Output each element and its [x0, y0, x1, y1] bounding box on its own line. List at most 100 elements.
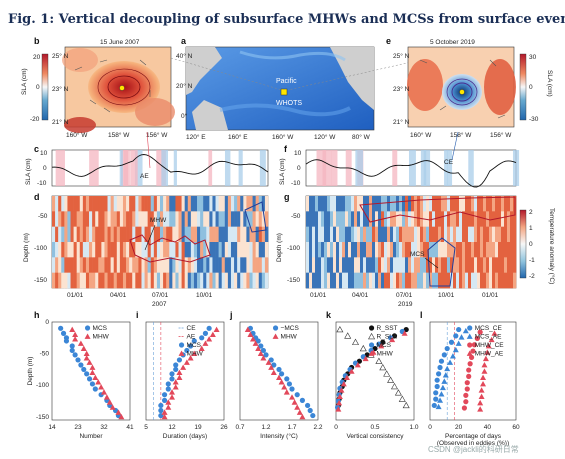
cbar-g-title: Temperature anomaly (°C) — [548, 208, 556, 284]
data-point-mhw — [83, 355, 90, 361]
heatmap-cell — [357, 242, 361, 258]
heatmap-cell — [95, 272, 99, 289]
heatmap-cell — [85, 211, 90, 227]
heatmap-cell — [237, 257, 241, 273]
data-point-mcs-ae — [452, 346, 459, 353]
panel-g-label: g — [284, 192, 290, 202]
panel-g-ytick-2: -150 — [287, 277, 300, 284]
eddy-band — [447, 150, 453, 186]
heatmap-cell — [363, 196, 367, 212]
heatmap-cell — [465, 272, 469, 289]
heatmap-cell — [423, 242, 427, 258]
heatmap-cell — [474, 272, 478, 289]
heatmap-cell — [200, 272, 204, 289]
heatmap-cell — [58, 242, 62, 258]
panel-g-xtick-2: 07/01 — [396, 292, 413, 299]
panel-j: j 0.7 1.2 1.7 2.2 Intensity (°C) −MCS MHW — [229, 310, 323, 440]
data-point-mcs — [169, 376, 175, 382]
heatmap-cell — [345, 242, 349, 258]
heatmap-cell — [169, 211, 173, 227]
heatmap-cell — [178, 196, 182, 212]
heatmap-cell — [230, 257, 235, 273]
heatmap-cell — [507, 211, 511, 227]
panel-i-label: i — [136, 310, 139, 320]
heatmap-cell — [402, 242, 406, 258]
heatmap-cell — [67, 196, 71, 212]
heatmap-cell — [477, 196, 481, 212]
eddy-band — [331, 150, 338, 186]
heatmap-cell — [178, 226, 182, 243]
eddy-band — [512, 150, 520, 186]
heatmap-cell — [513, 272, 517, 289]
heatmap-cell — [504, 272, 508, 289]
eddy-band — [408, 150, 416, 186]
heatmap-cell — [227, 257, 232, 273]
heatmap-cell — [333, 211, 337, 227]
heatmap-cell — [315, 226, 319, 243]
heatmap-cell — [178, 242, 182, 258]
heatmap-cell — [138, 211, 142, 227]
heatmap-cell — [73, 196, 77, 212]
heatmap-cell — [98, 242, 102, 258]
heatmap-cell — [390, 211, 394, 227]
heatmap-cell — [126, 226, 130, 243]
heatmap-cell — [462, 211, 466, 227]
heatmap-cell — [336, 242, 340, 258]
data-point-mhw — [389, 336, 396, 343]
heatmap-cell — [119, 272, 124, 289]
heatmap-cell — [58, 211, 62, 227]
heatmap-cell — [354, 196, 358, 212]
heatmap-cell — [384, 272, 388, 289]
panel-h-xlabel: Number — [79, 433, 103, 440]
heatmap-cell — [122, 272, 127, 289]
heatmap-cell — [206, 196, 210, 212]
heatmap-cell — [387, 196, 391, 212]
heatmap-cell — [234, 272, 238, 289]
data-point-mhw — [294, 404, 301, 410]
data-point-r-sla — [344, 332, 352, 339]
heatmap-cell — [342, 196, 346, 212]
heatmap-cell — [101, 257, 105, 273]
heatmap-cell — [147, 257, 152, 273]
heatmap-cell — [417, 226, 421, 243]
heatmap-cell — [348, 242, 352, 258]
sla-timeseries-2007 — [51, 154, 269, 177]
heatmap-cell — [178, 211, 182, 227]
heatmap-cell — [116, 226, 121, 243]
heatmap-cell — [360, 257, 364, 273]
heatmap-cell — [119, 226, 124, 243]
heatmap-cell — [85, 226, 90, 243]
panel-k-legend-item: R_SST — [377, 325, 398, 332]
heatmap-cell — [175, 226, 179, 243]
data-point-mhw — [378, 343, 385, 349]
heatmap-cell — [342, 272, 346, 289]
heatmap-cell — [141, 226, 145, 243]
heatmap-cell — [261, 211, 266, 227]
heatmap-cell — [175, 211, 179, 227]
heatmap-cell — [327, 257, 331, 273]
heatmap-cell — [453, 226, 457, 243]
heatmap-cell — [312, 211, 316, 227]
heatmap-cell — [462, 196, 466, 212]
panel-k-legend-item: MCS — [377, 342, 392, 349]
heatmap-cell — [315, 272, 319, 289]
heatmap-cell — [166, 196, 170, 212]
panel-i-legend-item: MCS — [187, 342, 202, 349]
heatmap-cell — [92, 211, 96, 227]
heatmap-cell — [144, 272, 148, 289]
data-point-mcs-ae — [442, 372, 449, 378]
heatmap-cell — [492, 257, 496, 273]
heatmap-cell — [89, 272, 93, 289]
data-point-mcs-ce — [434, 383, 440, 390]
heatmap-cell — [166, 226, 170, 243]
heatmap-cell — [175, 196, 179, 212]
panel-a-lon-4: 80° W — [352, 133, 371, 141]
heatmap-cell — [390, 242, 394, 258]
heatmap-cell — [381, 226, 385, 243]
heatmap-cell — [483, 242, 487, 258]
heatmap-cell — [399, 257, 403, 273]
heatmap-cell — [492, 242, 496, 258]
panel-j-xtick: 2.2 — [313, 424, 322, 431]
data-point-mcs — [161, 397, 168, 403]
data-point--mcs — [305, 402, 311, 409]
